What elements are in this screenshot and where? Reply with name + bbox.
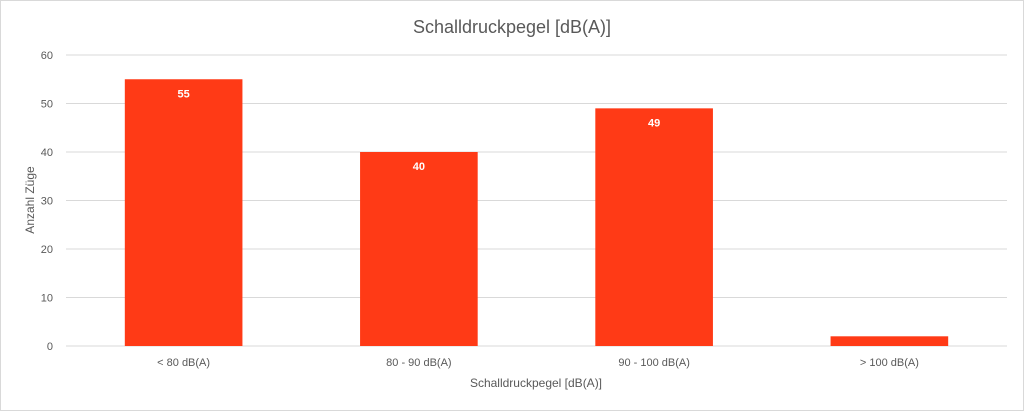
y-tick-label: 30: [41, 196, 53, 208]
bar: [124, 79, 243, 346]
y-axis-ticks: 0 10 20 30 40 50 60: [41, 50, 53, 353]
y-tick-label: 20: [41, 244, 53, 256]
bar-value-label: 55: [178, 88, 190, 100]
x-tick-label: 80 - 90 dB(A): [386, 357, 451, 369]
y-tick-label: 50: [41, 99, 53, 111]
bar: [595, 108, 713, 346]
data-labels: 55 40 49: [178, 88, 661, 173]
x-tick-label: > 100 dB(A): [860, 357, 919, 369]
y-tick-label: 40: [41, 147, 53, 159]
y-tick-label: 10: [41, 293, 53, 305]
bars: [124, 79, 949, 346]
bar: [360, 152, 478, 346]
x-axis-title: Schalldruckpegel [dB(A)]: [470, 376, 602, 390]
y-axis-title: Anzahl Züge: [23, 166, 37, 234]
x-axis-ticks: < 80 dB(A) 80 - 90 dB(A) 90 - 100 dB(A) > 1…: [157, 357, 919, 369]
bar-value-label: 40: [413, 161, 425, 173]
y-tick-label: 0: [47, 341, 53, 353]
chart-title: Schalldruckpegel [dB(A)]: [413, 17, 611, 37]
bar: [830, 336, 949, 346]
x-tick-label: < 80 dB(A): [157, 357, 210, 369]
bar-value-label: 49: [648, 117, 660, 129]
x-tick-label: 90 - 100 dB(A): [618, 357, 690, 369]
y-tick-label: 60: [41, 50, 53, 62]
